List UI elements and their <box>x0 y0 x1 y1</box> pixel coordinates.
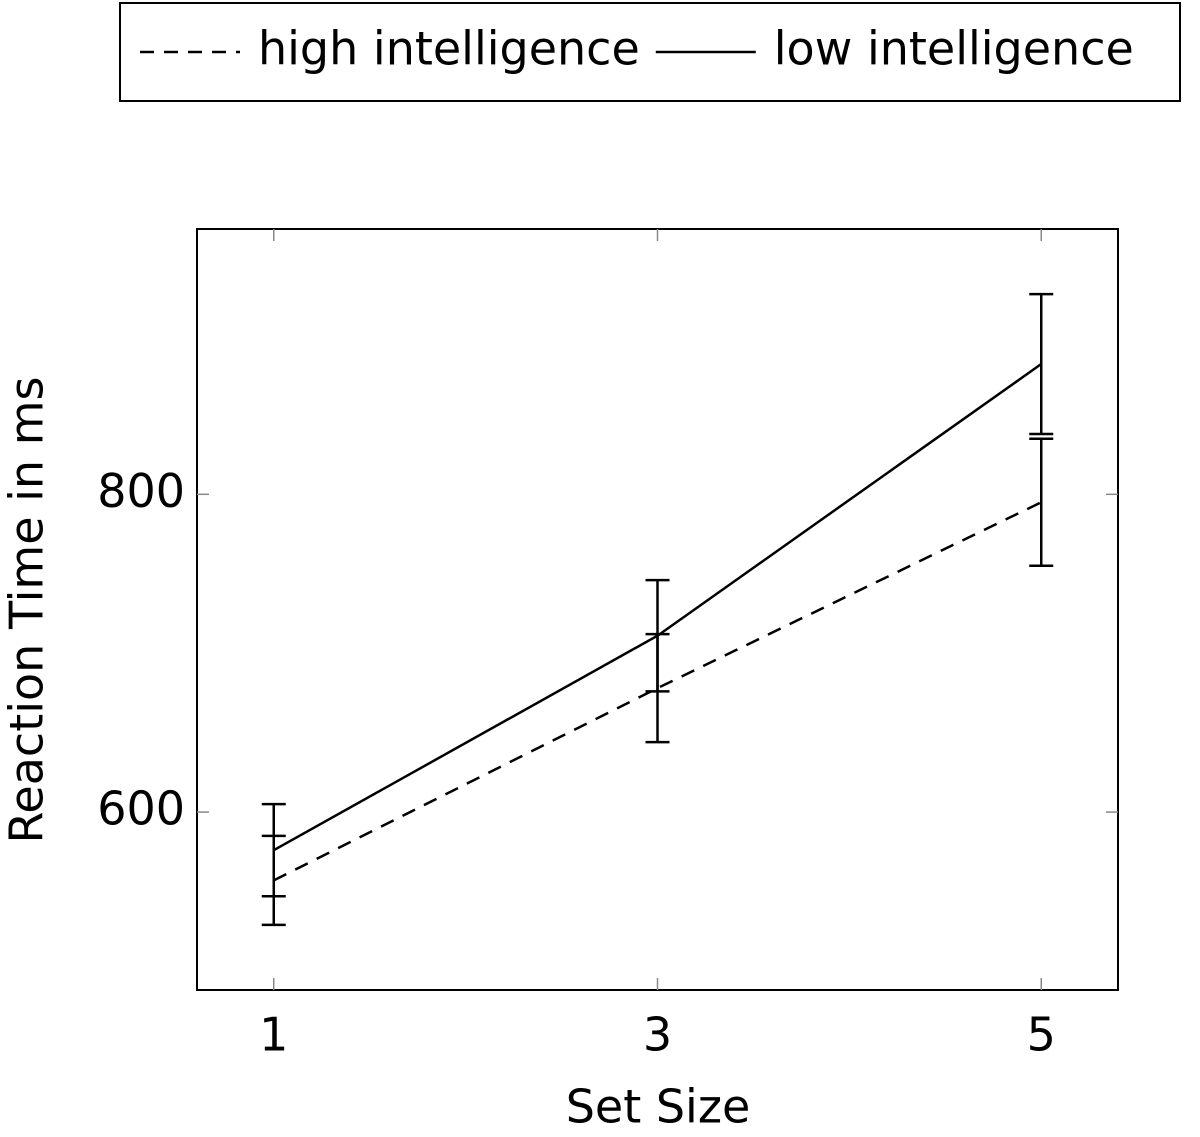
error-bar <box>261 802 286 898</box>
x-tick-label: 1 <box>259 1008 288 1062</box>
legend-box <box>119 2 1181 102</box>
error-bar <box>1029 437 1054 568</box>
y-axis-label: Reaction Time in ms <box>0 377 54 844</box>
error-bar <box>645 578 670 693</box>
legend-label: high intelligence <box>258 22 640 76</box>
error-bar <box>1029 292 1054 436</box>
x-tick-label: 3 <box>643 1008 672 1062</box>
x-axis-label: Set Size <box>566 1080 751 1134</box>
legend-label: low intelligence <box>774 22 1134 76</box>
x-tick-label: 5 <box>1027 1008 1056 1062</box>
y-tick-label: 600 <box>97 782 185 836</box>
y-tick-label: 800 <box>97 464 185 518</box>
